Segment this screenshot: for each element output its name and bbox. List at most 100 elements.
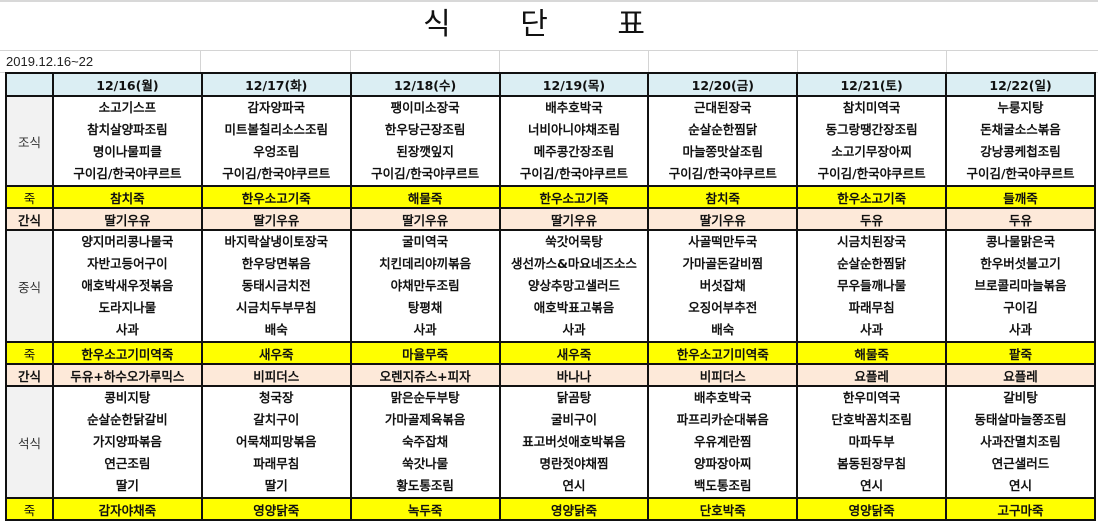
porridge-cell[interactable]: 고구마죽 — [945, 497, 1096, 521]
meal-cell[interactable]: 시금치된장국 순살순한찜닭 무우들깨나물 파래무침 사과 — [796, 229, 948, 343]
menu-item: 연시 — [860, 478, 884, 493]
menu-item: 마늘쫑맛살조림 — [682, 144, 764, 159]
meal-cell[interactable]: 누룽지탕 돈채굴소스볶음 강낭콩케첩조림 구이김/한국야쿠르트 — [945, 95, 1096, 187]
meal-cell[interactable]: 배추호박국 파프리카순대볶음 우유계란찜 양파장아찌 백도통조림 — [647, 385, 799, 499]
meal-cell[interactable]: 닭곰탕 굴비구이 표고버섯애호박볶음 명란젓야채찜 연시 — [498, 385, 650, 499]
meal-cell[interactable]: 한우미역국 단호박꼼치조림 마파두부 봄동된장무침 연시 — [796, 385, 948, 499]
day-header[interactable]: 12/16(월) — [52, 72, 203, 97]
menu-item: 시금치두부무침 — [236, 300, 317, 315]
porridge-cell[interactable]: 해물죽 — [349, 185, 501, 209]
porridge-cell[interactable]: 한우소고기미역죽 — [52, 341, 203, 365]
porridge-cell[interactable]: 한우소고기죽 — [796, 185, 948, 209]
menu-item: 양파장아찌 — [694, 456, 752, 471]
porridge-cell[interactable]: 팥죽 — [945, 341, 1096, 365]
meal-cell[interactable]: 청국장 갈치구이 어묵채피망볶음 파래무침 딸기 — [200, 385, 352, 499]
meal-cell[interactable]: 맑은순두부탕 가마골제육볶음 숙주잡채 쑥갓나물 황도통조림 — [349, 385, 501, 499]
juk-row: 죽 감자야채죽 영양닭죽 녹두죽 영양닭죽 단호박죽 영양닭죽 고구마죽 — [5, 497, 1096, 521]
snack-cell[interactable]: 비피더스 — [200, 363, 352, 387]
day-header[interactable]: 12/22(일) — [945, 72, 1096, 97]
porridge-cell[interactable]: 해물죽 — [796, 341, 948, 365]
menu-item: 구이김/한국야쿠르트 — [668, 166, 777, 181]
snack-cell[interactable]: 비피더스 — [647, 363, 799, 387]
snack-cell[interactable]: 딸기우유 — [200, 207, 352, 231]
meal-cell[interactable]: 콩나물맑은국 한우버섯불고기 브로콜리마늘볶음 구이김 사과 — [945, 229, 1096, 343]
menu-item: 봄동된장무침 — [837, 456, 907, 471]
menu-item: 구이김/한국야쿠르트 — [222, 166, 331, 181]
menu-item: 소고기스프 — [98, 100, 157, 115]
menu-item: 콩비지탕 — [104, 390, 151, 405]
menu-item: 가마골제육볶음 — [384, 412, 466, 427]
menu-item: 콩나물맑은국 — [986, 234, 1056, 249]
menu-item: 사과잔멸치조림 — [980, 434, 1061, 449]
snack-cell[interactable]: 두유 — [945, 207, 1096, 231]
toolbar-edge — [0, 0, 1098, 2]
menu-item: 사과 — [115, 322, 139, 337]
menu-item: 한우당면볶음 — [241, 256, 311, 271]
porridge-cell[interactable]: 한우소고기미역죽 — [647, 341, 799, 365]
snack-cell[interactable]: 두유+하수오가루믹스 — [52, 363, 203, 387]
menu-item: 연근조림 — [104, 456, 151, 471]
snack-cell[interactable]: 요플레 — [796, 363, 948, 387]
porridge-cell[interactable]: 단호박죽 — [647, 497, 799, 521]
meal-cell[interactable]: 갈비탕 동태살마늘쫑조림 사과잔멸치조림 연근샐러드 연시 — [945, 385, 1096, 499]
menu-item: 한우미역국 — [842, 390, 901, 405]
menu-item: 브로콜리마늘볶음 — [974, 278, 1067, 293]
day-header[interactable]: 12/20(금) — [647, 72, 799, 97]
porridge-cell[interactable]: 녹두죽 — [349, 497, 501, 521]
porridge-cell[interactable]: 한우소고기죽 — [498, 185, 650, 209]
snack-cell[interactable]: 딸기우유 — [349, 207, 501, 231]
meal-cell[interactable]: 감자양파국 미트볼칠리소스조림 우엉조림 구이김/한국야쿠르트 — [200, 95, 352, 187]
porridge-cell[interactable]: 참치죽 — [52, 185, 203, 209]
meal-cell[interactable]: 양지머리콩나물국 자반고등어구이 애호박새우젓볶음 도라지나물 사과 — [52, 229, 203, 343]
meal-cell[interactable]: 근대된장국 순살순한찜닭 마늘쫑맛살조림 구이김/한국야쿠르트 — [647, 95, 799, 187]
snack-cell[interactable]: 딸기우유 — [498, 207, 650, 231]
meal-cell[interactable]: 바지락살냉이토장국 한우당면볶음 동태시금치전 시금치두부무침 배숙 — [200, 229, 352, 343]
porridge-cell[interactable]: 영양닭죽 — [498, 497, 650, 521]
snack-cell[interactable]: 딸기우유 — [647, 207, 799, 231]
row-label: 죽 — [5, 497, 54, 521]
snack-cell[interactable]: 오렌지쥬스+피자 — [349, 363, 501, 387]
snack-cell[interactable]: 요플레 — [945, 363, 1096, 387]
porridge-cell[interactable]: 한우소고기죽 — [200, 185, 352, 209]
porridge-cell[interactable]: 영양닭죽 — [200, 497, 352, 521]
porridge-cell[interactable]: 영양닭죽 — [796, 497, 948, 521]
porridge-cell[interactable]: 새우죽 — [200, 341, 352, 365]
day-header[interactable]: 12/17(화) — [200, 72, 352, 97]
day-header[interactable]: 12/19(목) — [498, 72, 650, 97]
porridge-cell[interactable]: 마율무죽 — [349, 341, 501, 365]
porridge-cell[interactable]: 감자야채죽 — [52, 497, 203, 521]
menu-item: 양상추망고샐러드 — [527, 278, 620, 293]
meal-cell[interactable]: 참치미역국 동그랑땡간장조림 소고기무장아찌 구이김/한국야쿠르트 — [796, 95, 948, 187]
porridge-cell[interactable]: 새우죽 — [498, 341, 650, 365]
meal-cell[interactable]: 팽이미소장국 한우당근장조림 된장깻잎지 구이김/한국야쿠르트 — [349, 95, 501, 187]
meal-cell[interactable]: 배추호박국 너비아니야채조림 메주콩간장조림 구이김/한국야쿠르트 — [498, 95, 650, 187]
snack-cell[interactable]: 딸기우유 — [52, 207, 203, 231]
porridge-cell[interactable]: 참치죽 — [647, 185, 799, 209]
porridge-cell[interactable]: 들깨죽 — [945, 185, 1096, 209]
menu-item: 시금치된장국 — [837, 234, 907, 249]
menu-item: 팽이미소장국 — [390, 100, 460, 115]
menu-item: 근대된장국 — [694, 100, 752, 115]
menu-item: 야채만두조림 — [390, 278, 460, 293]
menu-item: 치킨데리야끼볶음 — [379, 256, 472, 271]
day-header[interactable]: 12/21(토) — [796, 72, 948, 97]
menu-item: 메주콩간장조림 — [533, 144, 615, 159]
snack-cell[interactable]: 바나나 — [498, 363, 650, 387]
meal-cell[interactable]: 쑥갓어묵탕 생선까스&마요네즈소스 양상추망고샐러드 애호박표고볶음 사과 — [498, 229, 650, 343]
row-label: 조식 — [5, 95, 54, 187]
day-header[interactable]: 12/18(수) — [349, 72, 501, 97]
menu-item: 무우들깨나물 — [837, 278, 907, 293]
meal-cell[interactable]: 소고기스프 참치살양파조림 명이나물피클 구이김/한국야쿠르트 — [52, 95, 203, 187]
menu-item: 맑은순두부탕 — [390, 390, 460, 405]
menu-item: 자반고등어구이 — [87, 256, 168, 271]
menu-item: 한우버섯불고기 — [980, 256, 1061, 271]
meal-cell[interactable]: 콩비지탕 순살순한닭갈비 가지양파볶음 연근조림 딸기 — [52, 385, 203, 499]
meal-cell[interactable]: 굴미역국 치킨데리야끼볶음 야채만두조림 탕평채 사과 — [349, 229, 501, 343]
snack-cell[interactable]: 두유 — [796, 207, 948, 231]
meal-cell[interactable]: 사골떡만두국 가마골돈갈비찜 버섯잡채 오징어부추전 배숙 — [647, 229, 799, 343]
menu-item: 동그랑땡간장조림 — [825, 122, 918, 137]
row-label: 죽 — [5, 341, 54, 365]
menu-item: 동태시금치전 — [241, 278, 311, 293]
menu-item: 돈채굴소스볶음 — [980, 122, 1061, 137]
menu-item: 된장깻잎지 — [396, 144, 454, 159]
